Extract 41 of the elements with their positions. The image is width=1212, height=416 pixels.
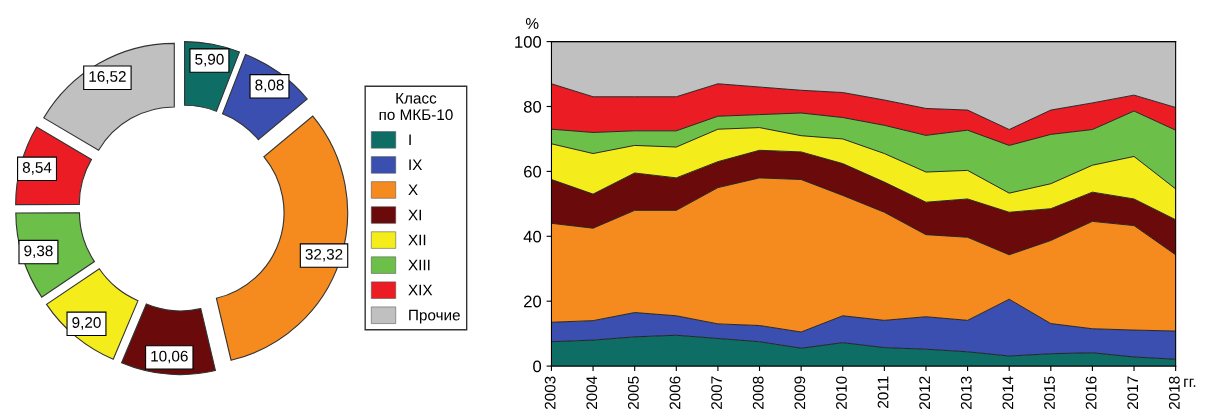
y-tick-label: 80 [523, 100, 542, 113]
x-tick-label: 2014 [1002, 376, 1014, 410]
data-label: 16,52 [89, 71, 126, 84]
x-tick-label: 2008 [752, 376, 764, 410]
legend-label: XI [408, 209, 421, 221]
x-tick-label: 2011 [877, 376, 889, 408]
legend-label: XIII [408, 259, 430, 271]
legend-label: XII [408, 234, 426, 246]
x-tick-label: 2007 [711, 376, 723, 410]
data-label: 9,20 [72, 317, 101, 330]
x-tick-label: 2016 [1085, 376, 1097, 410]
x-tick-label: 2005 [627, 376, 639, 410]
y-axis-title: % [525, 18, 539, 29]
x-axis-title: гг. [1184, 378, 1196, 387]
legend-label: IX [409, 159, 423, 171]
data-label: 32,32 [305, 248, 343, 262]
x-tick-label: 2004 [586, 376, 598, 410]
data-label: 8,08 [255, 79, 284, 93]
legend-label: XIX [408, 284, 433, 296]
x-tick-label: 2017 [1127, 376, 1139, 410]
data-label: 9,38 [24, 245, 53, 259]
y-tick-label: 20 [524, 295, 542, 308]
legend-label: X [408, 184, 418, 196]
y-tick-label: 40 [523, 230, 542, 243]
x-tick-label: 2009 [794, 376, 806, 410]
data-label: 10,06 [151, 350, 188, 364]
data-label: 5,90 [195, 53, 224, 67]
y-tick-label: 60 [524, 165, 542, 178]
data-label: 8,54 [22, 162, 52, 175]
y-tick-label: 0 [533, 360, 542, 373]
x-tick-label: 2012 [919, 376, 931, 410]
x-tick-label: 2018 [1168, 376, 1180, 410]
legend-label: Прочие [409, 309, 460, 324]
legend-label: I [409, 134, 411, 145]
x-tick-label: 2006 [669, 376, 681, 410]
x-tick-label: 2010 [836, 376, 847, 410]
x-tick-label: 2003 [544, 376, 556, 410]
x-tick-label: 2015 [1044, 376, 1055, 410]
x-tick-label: 2013 [960, 376, 972, 410]
legend-title: Класс по МКБ-10 [379, 92, 453, 121]
y-tick-label: 100 [515, 36, 542, 48]
